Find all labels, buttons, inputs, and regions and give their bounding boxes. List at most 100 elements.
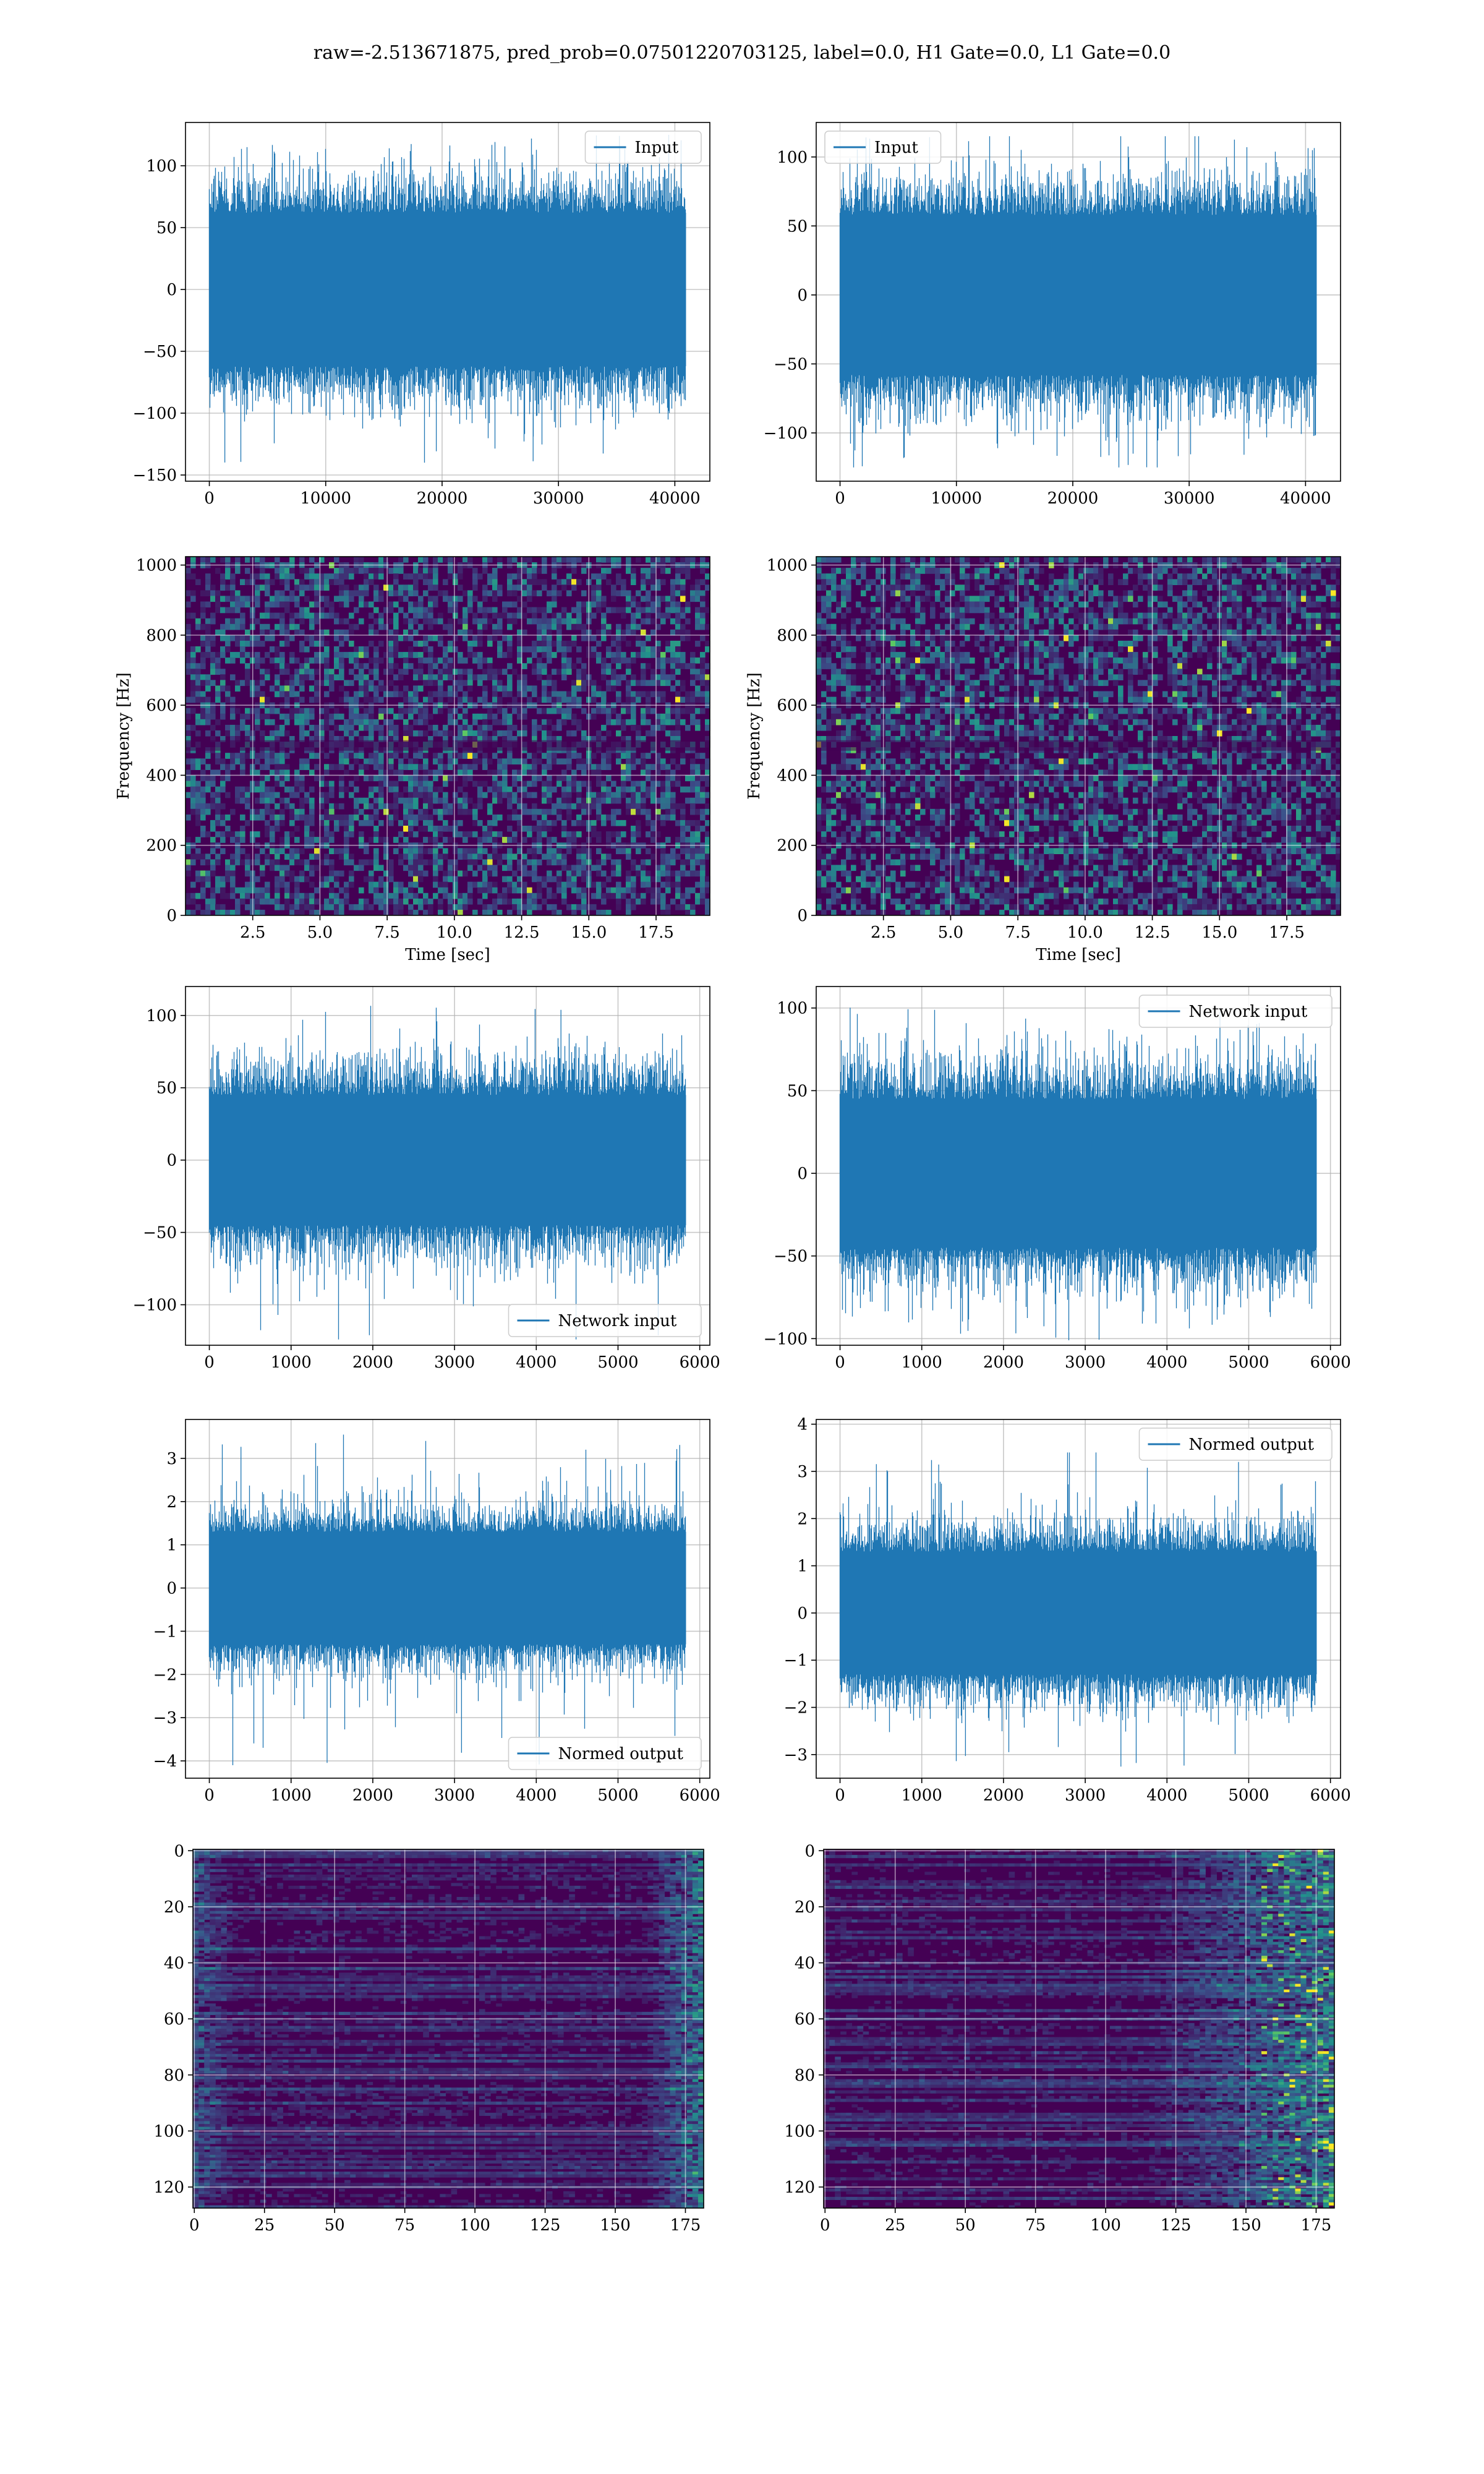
heatmap-cell bbox=[700, 826, 706, 832]
heatmap-cell bbox=[210, 865, 216, 871]
heatmap-cell bbox=[205, 557, 211, 563]
heatmap-cell bbox=[1014, 557, 1020, 563]
heatmap-cell bbox=[339, 685, 344, 691]
heatmap-cell bbox=[1024, 590, 1030, 596]
heatmap-cell bbox=[487, 904, 493, 910]
heatmap-cell bbox=[215, 831, 221, 837]
heatmap-cell bbox=[680, 685, 686, 691]
heatmap-cell bbox=[690, 590, 696, 596]
heatmap-cell bbox=[561, 641, 567, 647]
heatmap-cell bbox=[1044, 557, 1049, 563]
heatmap-cell bbox=[393, 652, 399, 658]
heatmap-cell bbox=[270, 758, 275, 764]
heatmap-cell bbox=[220, 557, 226, 563]
heatmap-cell bbox=[935, 596, 940, 602]
heatmap-cell bbox=[636, 590, 641, 596]
heatmap-cell bbox=[984, 613, 990, 619]
heatmap-cell bbox=[190, 646, 196, 653]
heatmap-cell bbox=[359, 663, 364, 669]
heatmap-cell bbox=[289, 820, 295, 826]
heatmap-cell bbox=[443, 730, 448, 737]
heatmap-cell bbox=[448, 669, 453, 675]
heatmap-cell bbox=[1133, 602, 1138, 608]
heatmap-cell bbox=[255, 557, 260, 563]
heatmap-cell bbox=[935, 573, 940, 580]
heatmap-cell bbox=[502, 865, 508, 871]
heatmap-cell bbox=[821, 584, 827, 591]
heatmap-cell bbox=[225, 753, 231, 759]
heatmap-cell bbox=[270, 848, 275, 854]
heatmap-cell bbox=[596, 596, 602, 602]
heatmap-cell bbox=[636, 826, 641, 832]
heatmap-cell bbox=[275, 893, 280, 899]
heatmap-cell bbox=[413, 618, 419, 625]
heatmap-cell bbox=[547, 697, 552, 703]
heatmap-cell bbox=[660, 910, 666, 916]
heatmap-cell bbox=[631, 573, 636, 580]
heatmap-cell bbox=[930, 590, 936, 596]
heatmap-cell bbox=[611, 584, 616, 591]
heatmap-cell bbox=[265, 630, 270, 636]
heatmap-cell bbox=[235, 831, 241, 837]
heatmap-cell bbox=[1256, 584, 1262, 591]
heatmap-cell bbox=[502, 714, 508, 720]
heatmap-cell bbox=[210, 826, 216, 832]
heatmap-cell bbox=[636, 792, 641, 798]
heatmap-cell bbox=[1271, 596, 1277, 602]
heatmap-cell bbox=[1326, 624, 1331, 630]
heatmap-cell bbox=[650, 691, 656, 698]
heatmap-cell bbox=[1311, 624, 1316, 630]
heatmap-cell bbox=[650, 775, 656, 781]
heatmap-cell bbox=[487, 871, 493, 877]
heatmap-cell bbox=[670, 646, 676, 653]
heatmap-cell bbox=[289, 809, 295, 815]
heatmap-cell bbox=[482, 657, 488, 664]
heatmap-cell bbox=[650, 596, 656, 602]
heatmap-cell bbox=[428, 787, 433, 793]
heatmap-cell bbox=[383, 624, 389, 630]
heatmap-cell bbox=[378, 803, 384, 810]
heatmap-cell bbox=[354, 787, 359, 793]
heatmap-cell bbox=[1083, 568, 1089, 574]
heatmap-cell bbox=[186, 613, 191, 619]
heatmap-cell bbox=[344, 859, 349, 865]
heatmap-cell bbox=[492, 674, 498, 680]
heatmap-cell bbox=[576, 758, 582, 764]
heatmap-cell bbox=[542, 630, 547, 636]
heatmap-cell bbox=[240, 837, 245, 843]
heatmap-cell bbox=[215, 904, 221, 910]
heatmap-cell bbox=[1024, 584, 1030, 591]
heatmap-cell bbox=[279, 641, 285, 647]
heatmap-cell bbox=[294, 579, 300, 585]
heatmap-cell bbox=[294, 613, 300, 619]
heatmap-cell bbox=[200, 602, 206, 608]
heatmap-cell bbox=[547, 764, 552, 770]
heatmap-cell bbox=[621, 848, 626, 854]
heatmap-cell bbox=[876, 590, 881, 596]
heatmap-cell bbox=[905, 602, 911, 608]
heatmap-cell bbox=[472, 764, 478, 770]
heatmap-cell bbox=[646, 596, 651, 602]
heatmap-cell bbox=[591, 714, 597, 720]
heatmap-cell bbox=[299, 781, 305, 787]
heatmap-cell bbox=[289, 613, 295, 619]
heatmap-cell bbox=[641, 865, 646, 871]
heatmap-cell bbox=[245, 635, 250, 641]
heatmap-cell bbox=[309, 685, 315, 691]
heatmap-cell bbox=[270, 792, 275, 798]
heatmap-cell bbox=[260, 573, 265, 580]
heatmap-cell bbox=[1237, 607, 1242, 614]
heatmap-cell bbox=[205, 854, 211, 860]
heatmap-cell bbox=[571, 820, 577, 826]
heatmap-cell bbox=[601, 635, 607, 641]
heatmap-cell bbox=[670, 641, 676, 647]
heatmap-cell bbox=[631, 893, 636, 899]
heatmap-cell bbox=[289, 573, 295, 580]
heatmap-cell bbox=[443, 775, 448, 781]
heatmap-cell bbox=[670, 657, 676, 664]
heatmap-cell bbox=[1153, 596, 1158, 602]
heatmap-cell bbox=[299, 848, 305, 854]
heatmap-cell bbox=[235, 635, 241, 641]
heatmap-cell bbox=[542, 876, 547, 883]
heatmap-cell bbox=[433, 859, 438, 865]
